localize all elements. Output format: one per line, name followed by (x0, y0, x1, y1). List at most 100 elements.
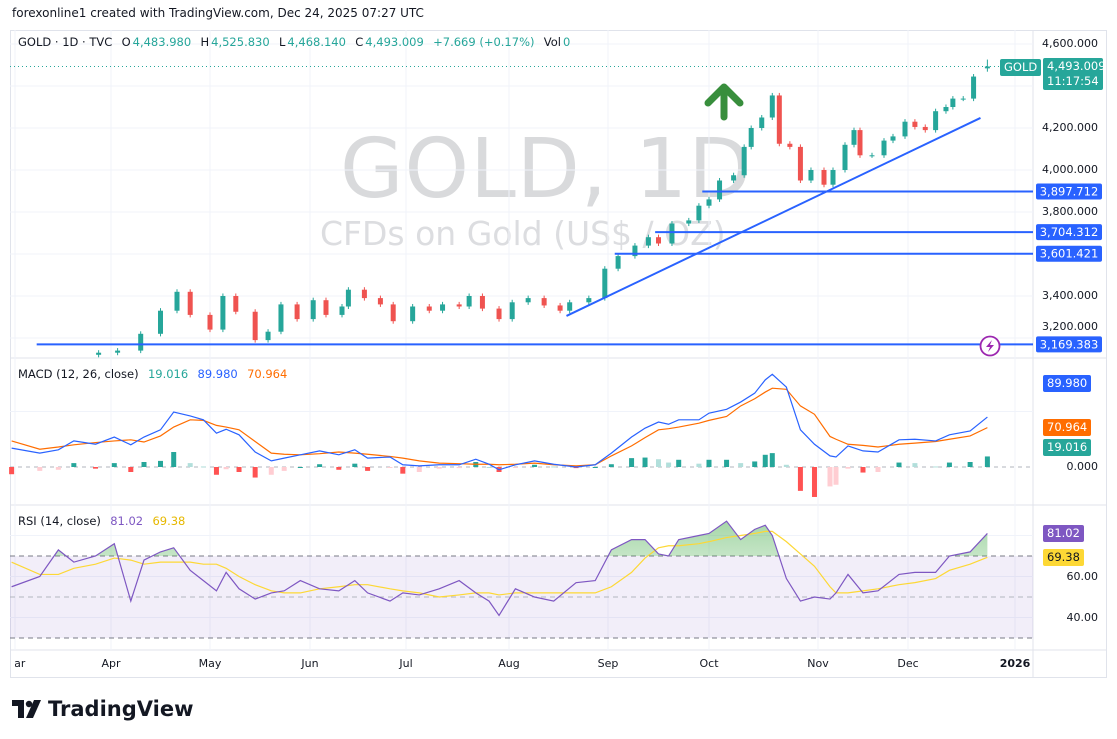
candle (339, 303, 345, 318)
candle-body (686, 220, 692, 224)
tradingview-logo[interactable]: TradingView (12, 697, 193, 721)
macd-histogram-bar (187, 463, 193, 467)
candle-body (821, 170, 827, 185)
candle-body (706, 199, 712, 206)
candle (220, 293, 226, 333)
macd-histogram-bar (213, 467, 219, 475)
rsi-ma-value: 69.38 (152, 514, 186, 528)
candle-body (525, 298, 531, 303)
time-axis-label: Dec (897, 657, 919, 670)
rsi-axis-label: 40.00 (1066, 610, 1099, 624)
macd-histogram-bar (860, 467, 866, 473)
macd-histogram-bar (236, 467, 242, 472)
time-axis-label: May (198, 657, 222, 670)
candle (479, 293, 485, 312)
drawings: 3,897.712 3,704.312 3,601.421 3,169.383 (36, 117, 1102, 353)
macd-histogram-bar (317, 464, 323, 467)
symbol-label[interactable]: GOLD · 1D · TVC (18, 35, 113, 49)
candle-body (158, 310, 163, 334)
level-price-tag (1036, 183, 1102, 200)
macd-histogram-bar (752, 461, 758, 467)
time-axis-label: Aug (498, 657, 520, 670)
macd-histogram-bar (769, 453, 775, 467)
candle (787, 141, 793, 150)
candle (759, 114, 765, 131)
candle-body (509, 302, 515, 320)
candle (656, 234, 661, 247)
rsi-band-fill (10, 556, 1033, 638)
candle (390, 301, 396, 324)
macd-histogram-bar (200, 466, 206, 468)
candle-body (797, 146, 803, 181)
candle-body (339, 306, 345, 315)
candle-body (466, 296, 472, 307)
time-axis-label: Nov (807, 657, 829, 670)
macd-histogram-bar (55, 467, 61, 470)
candle (984, 59, 990, 72)
level-price-label: 3,704.312 (1040, 225, 1099, 239)
rsi-overbought-fill (11, 521, 988, 556)
candle (971, 74, 977, 102)
candle (776, 92, 782, 147)
candle (890, 133, 896, 144)
candle-body (776, 95, 782, 144)
candle (706, 196, 712, 209)
candle (323, 297, 329, 318)
candle (377, 295, 383, 307)
candle-body (187, 291, 193, 315)
candle-body (174, 291, 180, 311)
histogram-value-tag: 19.016 (1043, 439, 1092, 456)
time-axis-label: Mar (4, 657, 26, 670)
macd-histogram-bar (797, 467, 803, 491)
candle (632, 243, 638, 259)
macd-histogram-bar (365, 467, 371, 471)
candle (769, 92, 775, 121)
candle (541, 295, 547, 308)
macd-histogram-bar (297, 467, 303, 468)
up-arrow-icon[interactable] (704, 83, 744, 121)
candle-body (252, 311, 258, 341)
macd-pane (9, 373, 1033, 497)
candle (960, 96, 966, 102)
candle (426, 303, 432, 314)
candle (748, 125, 754, 150)
macd-histogram-bar (71, 463, 77, 467)
candle (496, 306, 502, 322)
candle-body (557, 305, 563, 311)
candle-body (857, 130, 863, 156)
candle (922, 124, 928, 133)
candle (645, 234, 651, 249)
lightning-alert-icon[interactable] (979, 335, 1001, 357)
candle (567, 299, 573, 314)
high-label: H (200, 35, 210, 49)
candle-body (669, 223, 675, 244)
macd-histogram-bar (387, 467, 393, 468)
rsi-line (11, 520, 988, 617)
candle (851, 127, 857, 148)
chart-frame (10, 30, 1107, 678)
macd-histogram-bar (912, 463, 918, 467)
macd-histogram-bar (896, 462, 902, 467)
candle-body (632, 245, 638, 257)
change-value: +7.669 (+0.17%) (433, 35, 535, 49)
macd-title[interactable]: MACD (12, 26, close) (18, 367, 139, 381)
candle (345, 287, 351, 310)
grid (10, 30, 1107, 678)
rsi-title[interactable]: RSI (14, close) (18, 514, 101, 528)
candle-body (943, 107, 949, 112)
macd-histogram-bar (436, 467, 442, 469)
candle (138, 331, 144, 354)
close-label: C (355, 35, 364, 49)
time-axis-label: Apr (101, 657, 121, 670)
level-price-label: 3,897.712 (1040, 184, 1099, 198)
signal-value: 70.964 (247, 367, 288, 381)
candle (466, 293, 472, 310)
macd-histogram-bar (724, 459, 730, 467)
macd-histogram-bar (608, 464, 614, 467)
rsi-axis-label: 60.00 (1066, 569, 1099, 583)
low-label: L (278, 35, 286, 49)
macd-histogram-bar (268, 467, 274, 475)
candle (857, 127, 863, 158)
